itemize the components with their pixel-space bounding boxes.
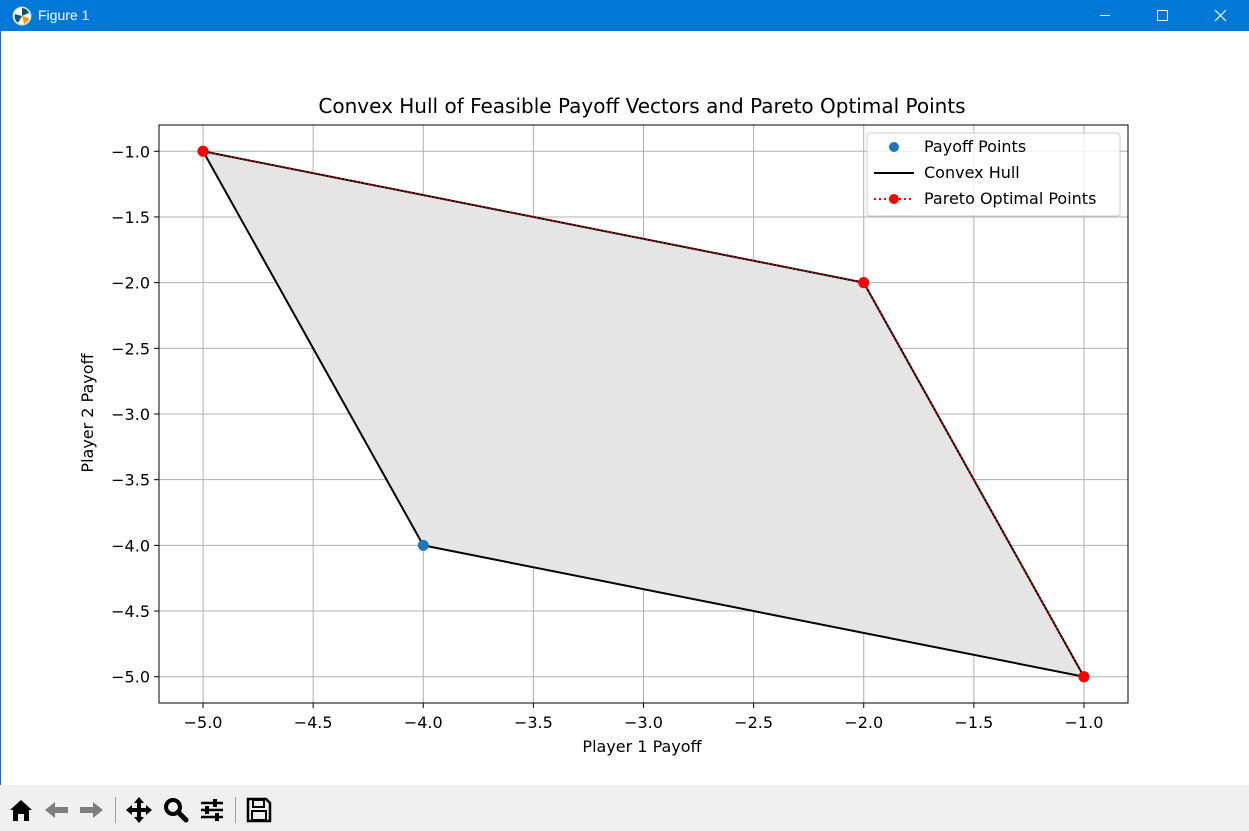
window-border: [0, 31, 1, 831]
pareto-line: [202, 150, 1085, 678]
y-tick-label: −4.5: [111, 602, 150, 621]
legend-label-pareto: Pareto Optimal Points: [924, 189, 1096, 208]
window-title: Figure 1: [38, 7, 90, 23]
y-tick-label: −5.0: [111, 668, 150, 687]
x-tick-label: −5.0: [184, 713, 223, 732]
save-icon: [246, 797, 272, 823]
home-icon: [10, 800, 32, 821]
forward-button[interactable]: [76, 795, 106, 825]
chart-canvas[interactable]: −5.0 −4.5 −4.0 −3.5 −3.0 −2.5 −2.0 −1.5 −1.0 −1.0…: [1, 31, 1249, 785]
payoff-point: [417, 539, 429, 551]
forward-icon: [80, 802, 103, 818]
title-bar: Figure 1: [0, 0, 1249, 31]
toolbar-separator: [235, 797, 236, 823]
maximize-icon: [1157, 10, 1168, 21]
x-tick-label: −2.5: [734, 713, 773, 732]
legend: Payoff Points Convex Hull Pareto Optimal…: [866, 132, 1121, 217]
zoom-icon: [164, 798, 189, 823]
back-button[interactable]: [42, 795, 72, 825]
y-tick-label: −1.0: [111, 142, 150, 161]
pareto-point: [858, 277, 870, 289]
x-tick-label: −1.0: [1065, 713, 1104, 732]
x-tick-label: −4.5: [294, 713, 333, 732]
configure-icon: [201, 799, 223, 821]
zoom-button[interactable]: [161, 795, 191, 825]
minimize-button[interactable]: [1076, 0, 1134, 31]
pareto-point: [1078, 671, 1090, 683]
minimize-icon: [1100, 15, 1110, 16]
x-tick-label: −4.0: [404, 713, 443, 732]
y-tick-label: −2.5: [111, 339, 150, 358]
close-button[interactable]: [1192, 0, 1249, 31]
y-tick-label: −4.0: [111, 536, 150, 555]
pareto-point: [197, 145, 209, 157]
navigation-toolbar: [0, 785, 1249, 831]
legend-box: [866, 132, 1121, 217]
legend-label-payoff-points: Payoff Points: [924, 137, 1026, 156]
maximize-button[interactable]: [1134, 0, 1192, 31]
save-button[interactable]: [244, 795, 274, 825]
home-button[interactable]: [6, 795, 36, 825]
x-tick-label: −1.5: [954, 713, 993, 732]
data-points: [197, 145, 1090, 683]
toolbar-separator: [115, 797, 116, 823]
back-icon: [45, 802, 68, 818]
x-axis-label: Player 1 Payoff: [582, 737, 702, 756]
x-tick-label: −2.0: [844, 713, 883, 732]
y-tick-label: −1.5: [111, 208, 150, 227]
chart-title: Convex Hull of Feasible Payoff Vectors a…: [318, 94, 965, 118]
configure-subplots-button[interactable]: [197, 795, 227, 825]
ticks: −5.0 −4.5 −4.0 −3.5 −3.0 −2.5 −2.0 −1.5 −1.0 −1.0…: [111, 142, 1103, 732]
y-tick-label: −3.0: [111, 405, 150, 424]
pan-icon: [126, 797, 152, 823]
y-axis-label: Player 2 Payoff: [78, 352, 97, 472]
close-icon: [1214, 9, 1227, 22]
pan-button[interactable]: [124, 795, 154, 825]
matplotlib-logo-icon: [12, 6, 32, 26]
legend-label-convex-hull: Convex Hull: [924, 163, 1020, 182]
x-tick-label: −3.5: [514, 713, 553, 732]
legend-marker-pareto-point: [889, 194, 899, 204]
legend-marker-payoff-points: [889, 142, 899, 152]
y-tick-label: −3.5: [111, 471, 150, 490]
x-tick-label: −3.0: [624, 713, 663, 732]
y-tick-label: −2.0: [111, 274, 150, 293]
